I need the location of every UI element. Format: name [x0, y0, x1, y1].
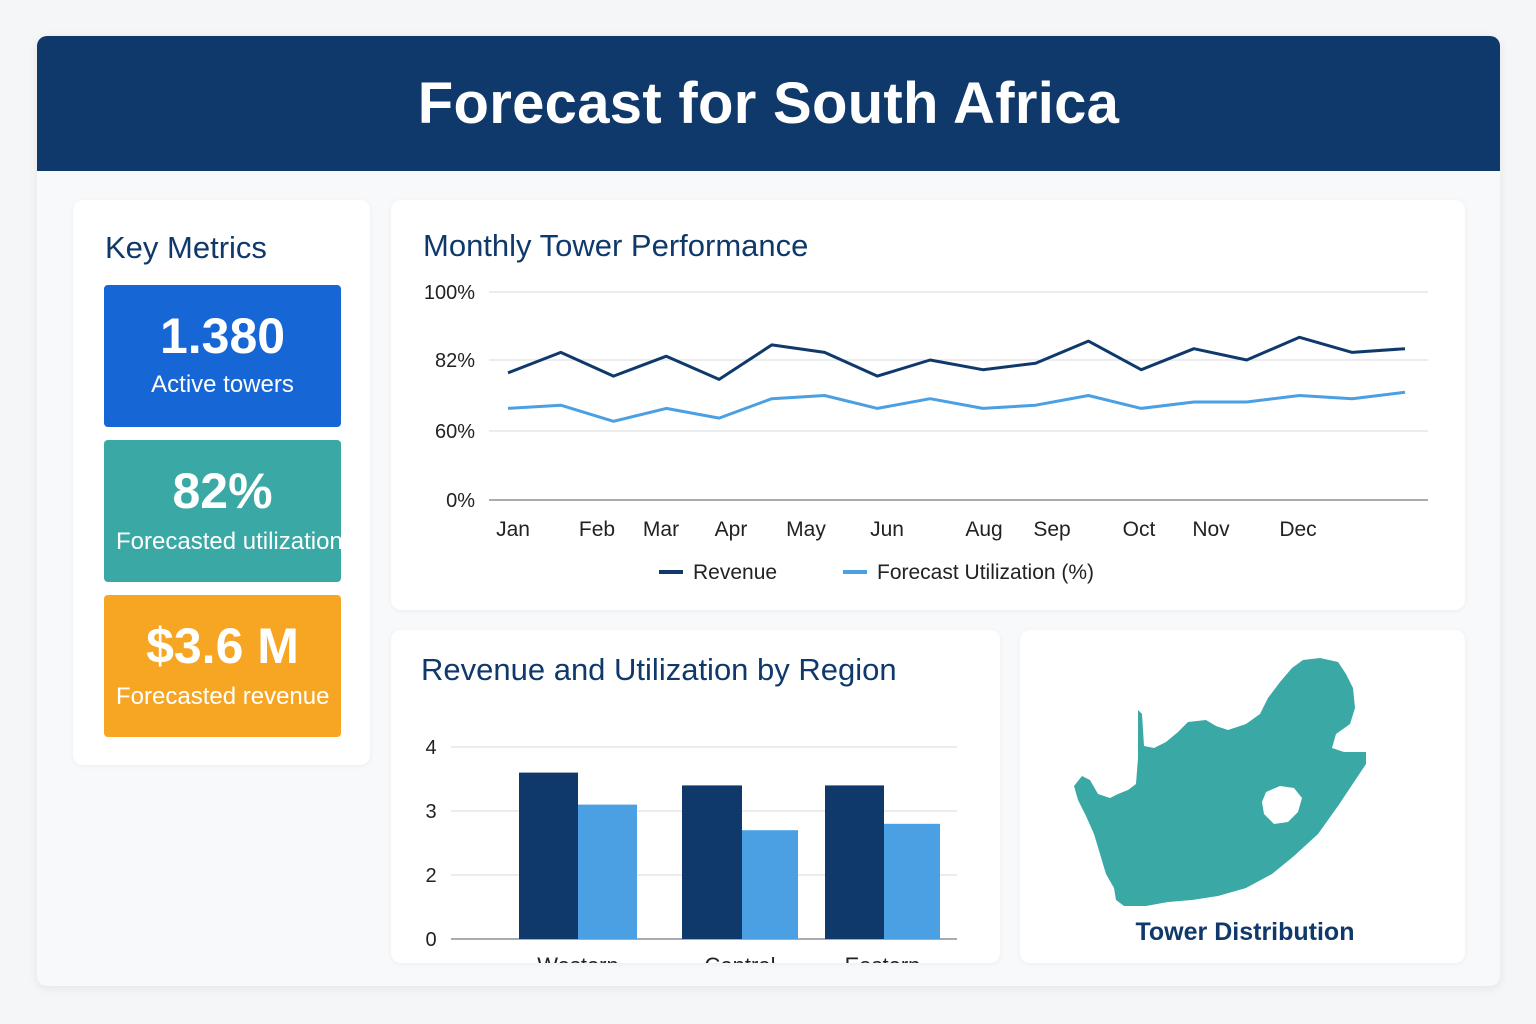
key-metrics-title: Key Metrics: [105, 230, 267, 265]
x-tick-label: Western: [537, 953, 619, 963]
region-chart-card: Revenue and Utilization by Region 0 2 3 4 We…: [391, 630, 1000, 963]
metric-value: 1.380: [159, 308, 286, 364]
metric-value: $3.6 M: [146, 618, 299, 674]
south-africa-shape: [1074, 658, 1366, 906]
key-metrics-panel: Key Metrics 1.380 Active towers 82% Fore…: [73, 200, 370, 765]
x-tick-label: Aug: [965, 518, 1002, 541]
y-tick-label: 0: [425, 929, 436, 951]
x-tick-label: May: [786, 518, 826, 541]
metric-value: 82%: [172, 463, 273, 519]
x-tick-label: Sep: [1033, 518, 1070, 541]
series-line-revenue: [507, 335, 1406, 381]
tower-distribution-card: Tower Distribution: [1020, 630, 1465, 963]
x-tick-label: Dec: [1279, 518, 1316, 541]
legend-label: Revenue: [693, 561, 777, 584]
line-chart: 0% 60% 82% 100% Jan Feb Mar Apr May Jun Aug Sep Oct N…: [424, 282, 1428, 584]
bar-chart-title: Revenue and Utilization by Region: [421, 652, 897, 687]
bar-eastern-revenue: [825, 785, 884, 939]
south-africa-map[interactable]: [1020, 630, 1465, 963]
x-tick-label: Eastern: [845, 953, 921, 963]
x-tick-label: Oct: [1123, 518, 1156, 541]
bar-eastern-utilization: [884, 823, 940, 939]
x-tick-label: Jun: [870, 518, 904, 541]
y-tick-label: 3: [425, 801, 436, 823]
bar-central-utilization: [742, 830, 798, 939]
line-chart-title: Monthly Tower Performance: [423, 228, 809, 263]
page-title: Forecast for South Africa: [417, 71, 1120, 136]
metric-label: Forecasted utilization: [116, 528, 341, 555]
x-tick-label: Jan: [496, 518, 530, 541]
x-tick-label: Central: [705, 953, 776, 963]
lesotho-shape: [1262, 786, 1302, 824]
map-label: Tower Distribution: [1135, 918, 1355, 946]
x-tick-label: Feb: [579, 518, 615, 541]
metric-label: Forecasted revenue: [116, 683, 330, 710]
x-tick-label: Apr: [715, 518, 748, 541]
header-banner: Forecast for South Africa: [37, 36, 1500, 171]
y-tick-label: 2: [425, 865, 436, 887]
y-tick-label: 60%: [435, 421, 475, 443]
bar-central-revenue: [682, 785, 742, 939]
series-line-utilization: [507, 390, 1406, 423]
metric-tile-active-towers[interactable]: 1.380 Active towers: [104, 285, 341, 427]
monthly-performance-card: Monthly Tower Performance 0% 60% 82% 100% Ja…: [391, 200, 1465, 610]
bar-chart: 0 2 3 4 Western Central Eastern: [425, 737, 957, 963]
metric-label: Active towers: [151, 371, 294, 398]
y-tick-label: 100%: [424, 282, 475, 304]
bar-western-revenue: [519, 772, 578, 939]
metric-tile-revenue[interactable]: $3.6 M Forecasted revenue: [104, 595, 341, 737]
y-tick-label: 82%: [435, 350, 475, 372]
x-tick-label: Mar: [643, 518, 679, 541]
x-tick-label: Nov: [1192, 518, 1230, 541]
metric-tile-utilization[interactable]: 82% Forecasted utilization: [104, 440, 341, 582]
y-tick-label: 0%: [446, 490, 475, 512]
y-tick-label: 4: [425, 737, 436, 759]
legend-label: Forecast Utilization (%): [877, 561, 1094, 584]
dashboard-frame: Forecast for South Africa Key Metrics 1.…: [37, 36, 1500, 986]
bar-western-utilization: [578, 804, 637, 939]
